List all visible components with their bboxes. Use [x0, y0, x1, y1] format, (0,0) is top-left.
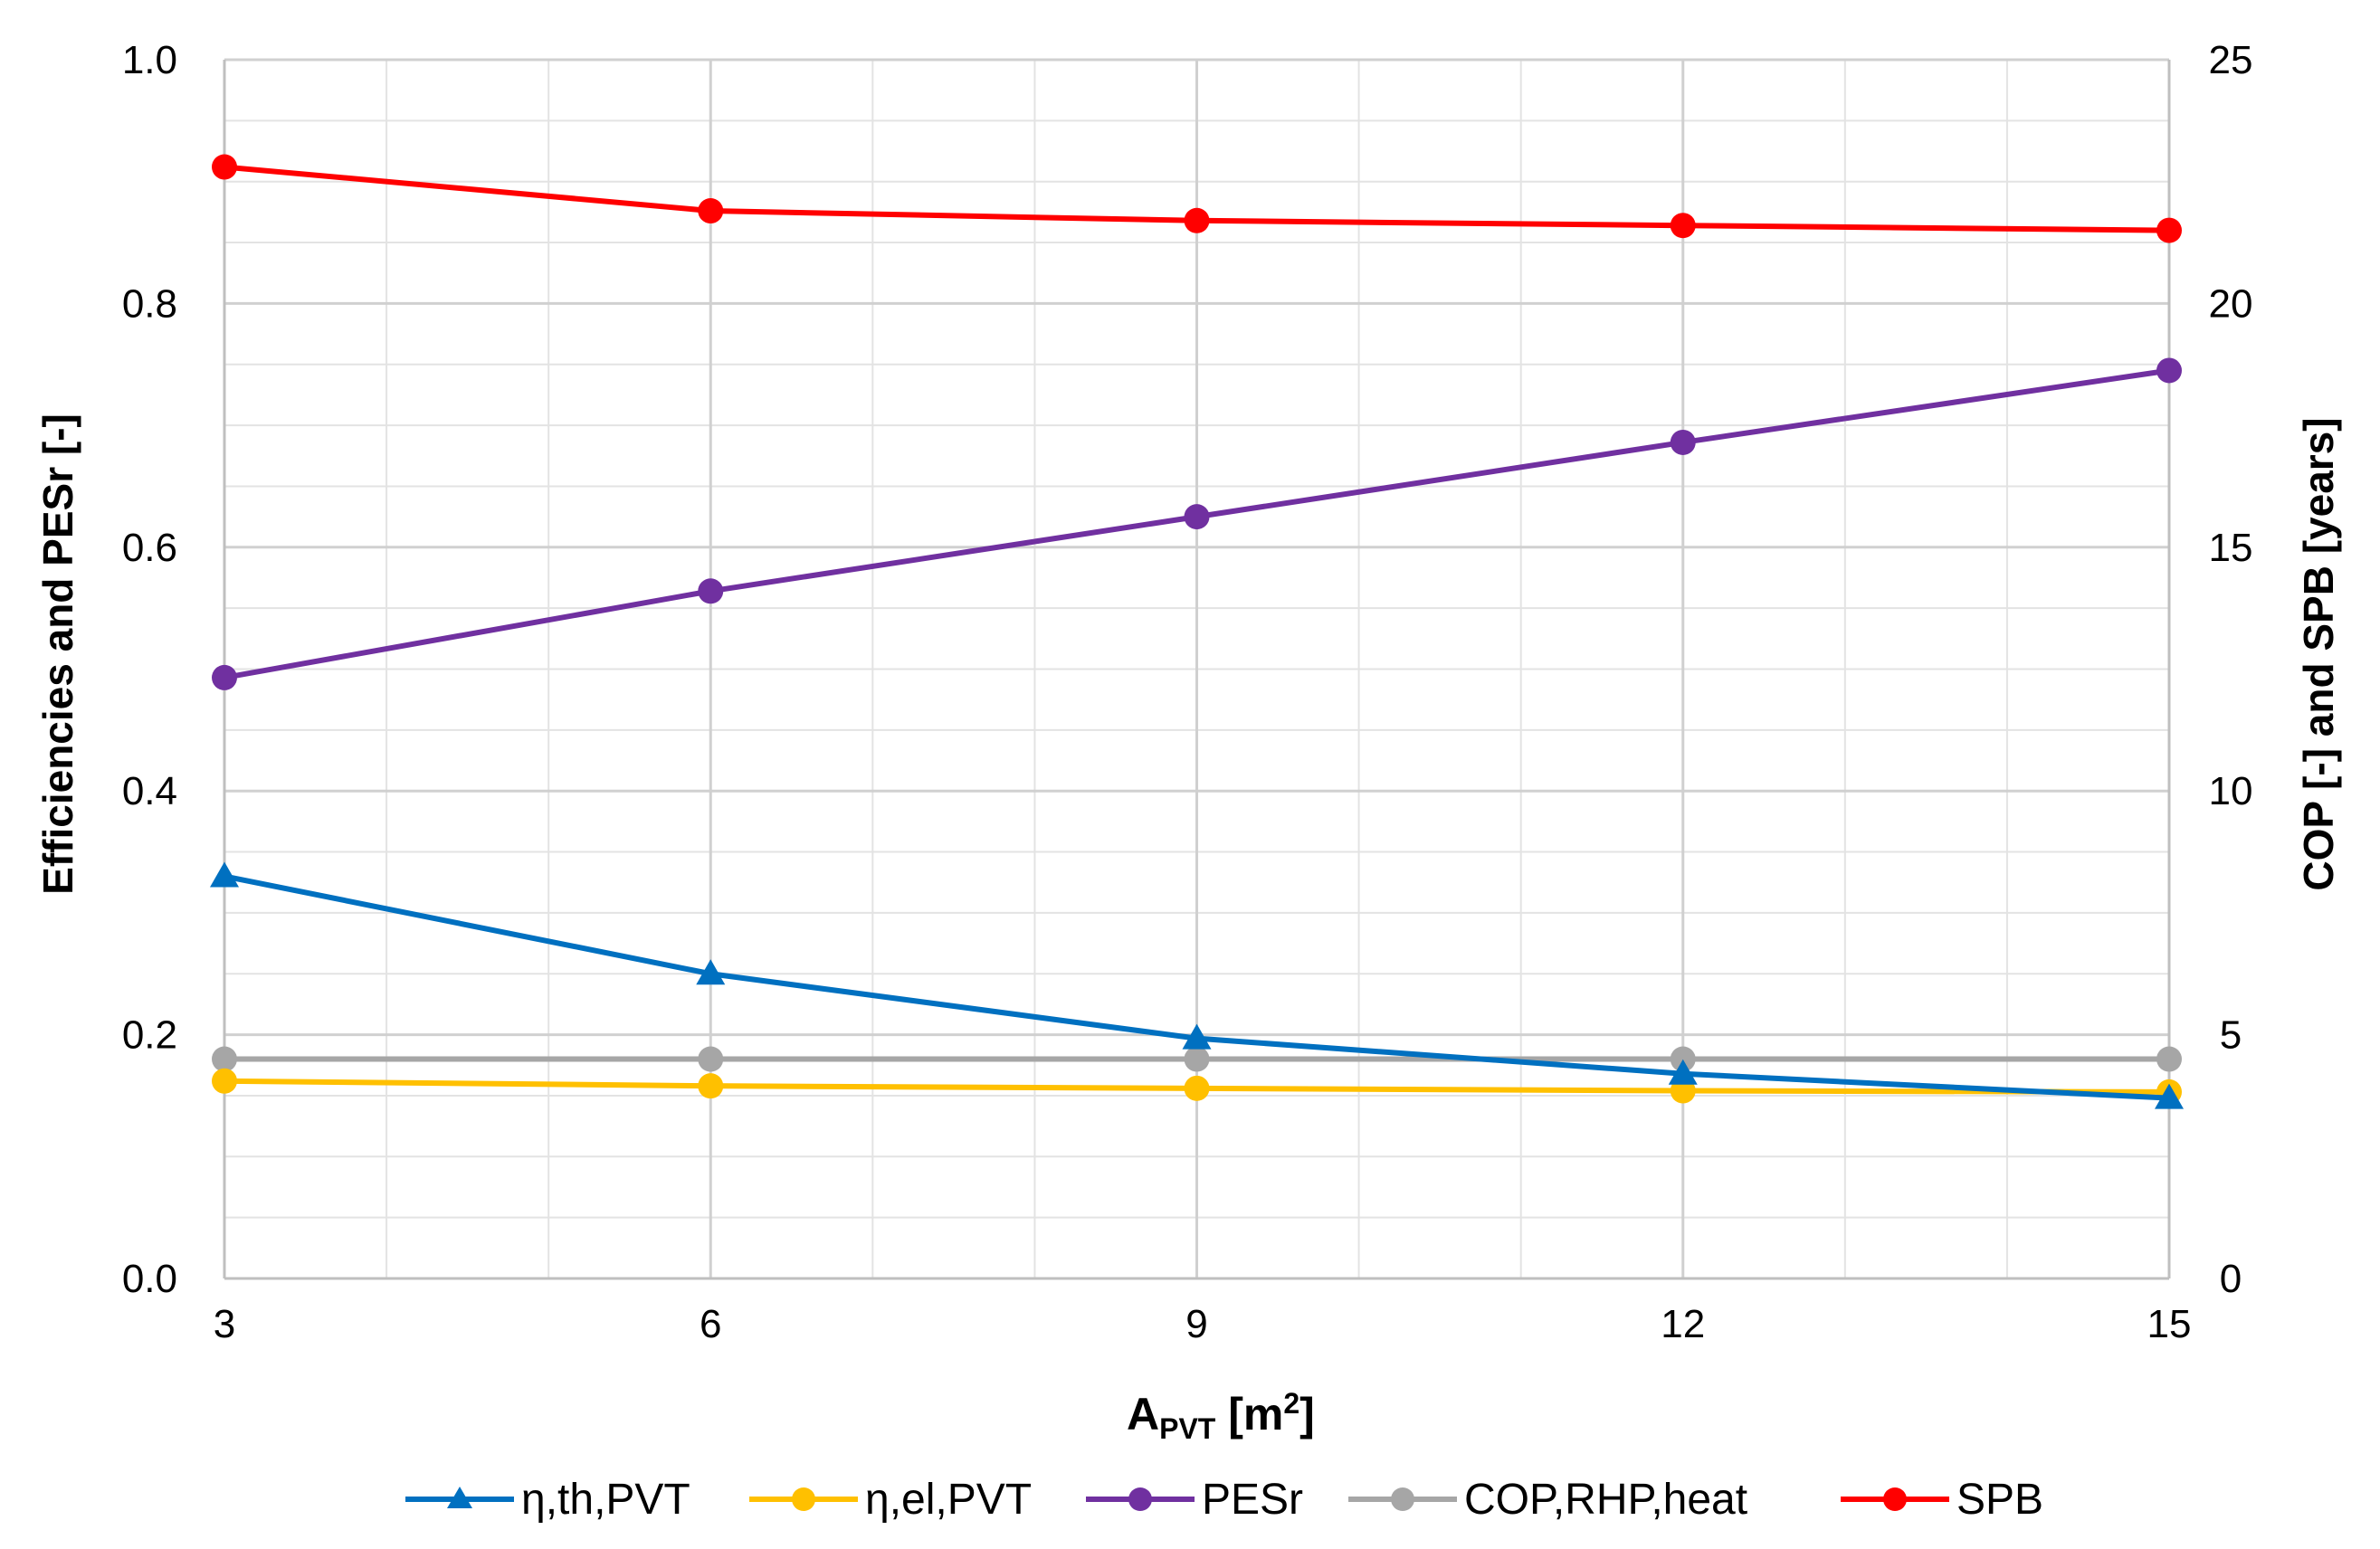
data-point-spb: [2156, 217, 2182, 243]
y-right-tick-label: 5: [2220, 1013, 2242, 1058]
data-point-spb: [698, 198, 724, 224]
legend-item-pesr: PESr: [1086, 1476, 1303, 1524]
data-point-cop-rhp-heat: [1184, 1046, 1210, 1072]
x-axis-title-main: A: [1127, 1389, 1159, 1440]
x-axis-title: APVT [m2]: [1127, 1387, 1315, 1445]
x-tick-label: 12: [1661, 1302, 1705, 1346]
data-point-pesr: [1184, 504, 1210, 530]
x-axis-title-end: ]: [1299, 1389, 1315, 1440]
data-point-th-pvt: [696, 959, 726, 985]
data-point-cop-rhp-heat: [1670, 1046, 1696, 1072]
y-right-tick-label: 25: [2209, 38, 2253, 82]
y-axis-left-title: Efficiencies and PESr [-]: [34, 413, 81, 895]
data-point-spb: [212, 154, 237, 180]
x-tick-label: 3: [214, 1302, 235, 1346]
data-point-el-pvt: [212, 1068, 237, 1094]
legend-item-eta-th: η,th,PVT: [405, 1476, 690, 1524]
data-point-el-pvt: [1184, 1075, 1210, 1101]
data-point-pesr: [2156, 357, 2182, 384]
legend-label-pesr: PESr: [1202, 1476, 1303, 1524]
series: [210, 154, 2184, 1109]
y-right-tick-label: 10: [2209, 769, 2253, 813]
x-axis-title-unit: [m: [1215, 1389, 1283, 1440]
y-left-tick-label: 0.4: [122, 769, 177, 813]
legend-item-eta-el: η,el,PVT: [749, 1476, 1032, 1524]
data-point-th-pvt: [1182, 1023, 1212, 1050]
y-right-tick-label: 0: [2220, 1257, 2242, 1301]
legend-label-eta-th: η,th,PVT: [521, 1476, 690, 1524]
data-point-cop-rhp-heat: [212, 1046, 237, 1072]
tick-labels: 3 6 9 12 15 0.0 0.2 0.4 0.6 0.8 1.0 0 5 10 15 20 25: [122, 38, 2253, 1346]
x-axis-title-sup: 2: [1283, 1387, 1299, 1420]
y-left-tick-label: 0.6: [122, 526, 177, 570]
legend-item-cop: COP,RHP,heat: [1348, 1476, 1747, 1524]
data-point-spb: [1184, 207, 1210, 233]
y-left-tick-label: 0.0: [122, 1257, 177, 1301]
data-point-spb: [1670, 213, 1696, 239]
grid: [224, 58, 2171, 1278]
y-left-tick-label: 0.8: [122, 281, 177, 326]
data-point-pesr: [212, 664, 237, 690]
legend: η,th,PVT η,el,PVT PESr COP,RHP,heat SPB: [405, 1476, 2043, 1524]
data-point-el-pvt: [698, 1073, 724, 1099]
legend-item-spb: SPB: [1841, 1476, 2043, 1524]
y-axis-right-title: COP [-] and SPB [years]: [2295, 417, 2342, 890]
data-point-th-pvt: [1668, 1059, 1698, 1085]
y-right-tick-label: 20: [2209, 281, 2253, 326]
legend-label-cop: COP,RHP,heat: [1464, 1476, 1747, 1524]
x-tick-label: 9: [1185, 1302, 1207, 1346]
data-point-th-pvt: [210, 861, 239, 888]
y-left-tick-label: 1.0: [122, 38, 177, 82]
x-tick-label: 15: [2147, 1302, 2192, 1346]
x-tick-label: 6: [700, 1302, 721, 1346]
data-point-th-pvt: [2155, 1083, 2184, 1109]
legend-label-spb: SPB: [1956, 1476, 2043, 1524]
y-left-tick-label: 0.2: [122, 1013, 177, 1058]
data-point-cop-rhp-heat: [698, 1046, 724, 1072]
x-axis-title-sub: PVT: [1159, 1412, 1216, 1445]
data-point-cop-rhp-heat: [2156, 1046, 2182, 1072]
data-point-pesr: [698, 578, 724, 604]
legend-label-eta-el: η,el,PVT: [865, 1476, 1032, 1524]
y-right-tick-label: 15: [2209, 526, 2253, 570]
data-point-pesr: [1670, 429, 1696, 455]
